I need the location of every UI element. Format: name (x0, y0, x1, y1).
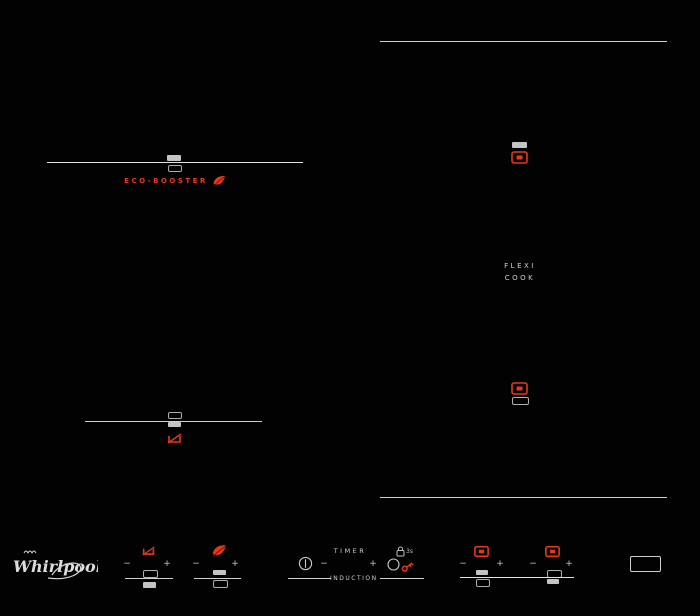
eco-leaf-icon[interactable] (211, 544, 227, 558)
timer-plus-button[interactable]: + (369, 559, 377, 569)
eco-booster-marking: ECO-BOOSTER (47, 175, 303, 187)
power-window-rear-left-filled (168, 422, 181, 427)
key-lock-button[interactable] (387, 558, 400, 571)
flexi-zone-icon[interactable] (545, 545, 560, 558)
pan-detect-icon (166, 432, 184, 445)
zone-d-minus-button[interactable]: − (529, 559, 537, 569)
zone-c-display-lower (476, 579, 490, 587)
flexi-zone-icon (511, 151, 528, 164)
flexi-zone-icon (511, 382, 528, 395)
whirlpool-logo: Whirlpool (10, 546, 98, 586)
timer-display-window (630, 556, 661, 572)
induction-label: INDUCTION (330, 575, 378, 582)
power-window-flexi-bottom (512, 397, 529, 405)
key-lock-icon (400, 559, 415, 574)
timer-minus-button[interactable]: − (320, 559, 328, 569)
power-window-flexi-top (512, 142, 527, 148)
flexi-slider[interactable] (460, 577, 574, 578)
zone-d-display-lower (547, 579, 559, 584)
zone-c-plus-button[interactable]: + (496, 559, 504, 569)
zone-c-minus-button[interactable]: − (459, 559, 467, 569)
zone-b-display-lower (213, 580, 228, 588)
flexicook-label-line2: COOK (504, 274, 536, 282)
zone-b-minus-button[interactable]: − (192, 559, 200, 569)
zone-line-front-left (47, 162, 303, 163)
pan-detect-icon[interactable] (141, 545, 157, 557)
zone-line-rear-right-bottom (380, 497, 667, 498)
zone-line-rear-left (85, 421, 262, 422)
flexi-zone-icon[interactable] (474, 545, 489, 558)
zone-c-display-upper (476, 570, 488, 575)
power-window-rear-left-outline (168, 412, 182, 419)
timer-label: TIMER (333, 547, 367, 555)
zone-a-slider[interactable] (125, 578, 173, 579)
zone-line-rear-right-top (380, 41, 667, 42)
zone-a-plus-button[interactable]: + (163, 559, 171, 569)
power-window-front-left-outline (168, 165, 182, 172)
induction-line-left (288, 578, 331, 579)
flexicook-marking: FLEXI COOK (490, 262, 550, 282)
induction-line-right (380, 578, 424, 579)
lock-3s-icon (396, 546, 405, 557)
lock-delay-label: 3s (406, 548, 413, 555)
zone-d-plus-button[interactable]: + (565, 559, 573, 569)
eco-leaf-icon (212, 175, 226, 187)
power-window-front-left-filled (167, 155, 181, 161)
zone-a-display-lower (143, 582, 156, 588)
zone-b-display-upper (213, 570, 226, 575)
whirlpool-logo-text: Whirlpool (13, 557, 98, 576)
zone-b-slider[interactable] (194, 578, 241, 579)
power-button[interactable] (298, 556, 313, 571)
eco-booster-label: ECO-BOOSTER (124, 177, 208, 185)
auto-lock-indicator: 3s (396, 546, 413, 557)
zone-a-minus-button[interactable]: − (123, 559, 131, 569)
flexicook-label-line1: FLEXI (504, 262, 536, 270)
zone-a-display-upper (143, 570, 158, 578)
zone-b-plus-button[interactable]: + (231, 559, 239, 569)
